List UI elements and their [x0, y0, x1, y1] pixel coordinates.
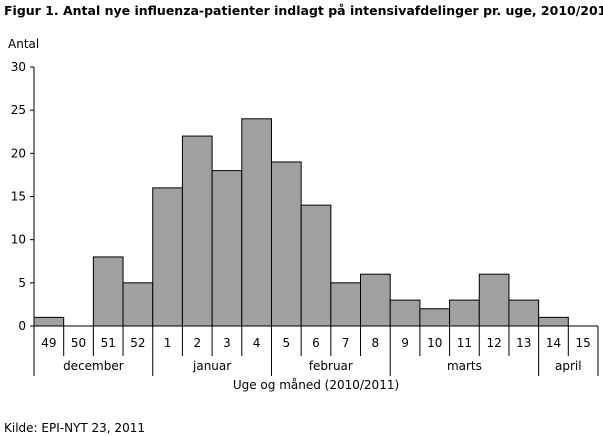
week-label: 3 [223, 336, 231, 350]
week-label: 12 [486, 336, 501, 350]
bar [300, 204, 332, 327]
month-label: december [63, 359, 124, 373]
y-axis-label: Antal [8, 37, 39, 51]
week-label: 9 [401, 336, 409, 350]
month-label: april [555, 359, 582, 373]
y-tick-label: 15 [11, 190, 26, 204]
bar [360, 273, 391, 327]
bar [270, 161, 302, 327]
bar [538, 316, 569, 327]
bar [449, 299, 480, 327]
week-label: 52 [130, 336, 145, 350]
bar [181, 135, 213, 327]
week-label: 51 [101, 336, 116, 350]
bars [33, 118, 569, 327]
week-label: 6 [312, 336, 320, 350]
week-label: 2 [193, 336, 201, 350]
week-label: 5 [282, 336, 290, 350]
week-label: 8 [372, 336, 380, 350]
bar [419, 308, 451, 327]
bar [92, 256, 124, 327]
week-label: 50 [71, 336, 86, 350]
bar [152, 187, 183, 327]
week-label: 7 [342, 336, 350, 350]
week-label: 11 [457, 336, 472, 350]
week-label: 1 [164, 336, 172, 350]
y-tick-label: 10 [11, 233, 26, 247]
bar [508, 299, 540, 327]
chart-title: Figur 1. Antal nye influenza-patienter i… [4, 3, 603, 18]
bar [211, 170, 243, 327]
week-label: 15 [576, 336, 591, 350]
bar [478, 273, 510, 327]
y-tick-label: 0 [18, 319, 26, 333]
bar [33, 316, 65, 327]
bar [241, 118, 272, 327]
bar [389, 299, 421, 327]
y-tick-label: 30 [11, 60, 26, 74]
source-note: Kilde: EPI-NYT 23, 2011 [4, 421, 145, 435]
month-label: januar [192, 359, 231, 373]
x-axis-label: Uge og måned (2010/2011) [233, 378, 399, 392]
month-label: marts [447, 359, 482, 373]
y-tick-label: 25 [11, 103, 26, 117]
y-tick-label: 20 [11, 146, 26, 160]
week-label: 49 [41, 336, 56, 350]
bar [122, 282, 154, 327]
month-label: februar [309, 359, 353, 373]
week-label: 10 [427, 336, 442, 350]
week-label: 13 [516, 336, 531, 350]
y-tick-label: 5 [18, 276, 26, 290]
week-label: 14 [546, 336, 561, 350]
week-label: 4 [253, 336, 261, 350]
bar [330, 282, 362, 327]
